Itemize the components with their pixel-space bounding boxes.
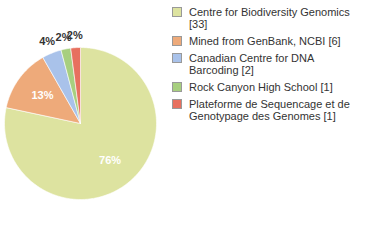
svg-text:76%: 76% bbox=[99, 154, 121, 166]
html-text:Rock Canyon High School [1]: Rock Canyon High School [1] bbox=[189, 81, 333, 93]
svg-text:13%: 13% bbox=[31, 89, 53, 101]
svg-text:2%: 2% bbox=[67, 29, 83, 41]
svg-text:2%: 2% bbox=[55, 30, 72, 43]
html-text:Mined from GenBank, NCBI [6]: Mined from GenBank, NCBI [6] bbox=[189, 35, 341, 47]
svg-text:4%: 4% bbox=[39, 35, 55, 47]
html-text:Canadian Centre for DNA Barcod: Canadian Centre for DNA Barcoding [2] bbox=[189, 52, 314, 76]
html-text:Centre for Biodiversity Genomi: Centre for Biodiversity Genomics [33] bbox=[189, 6, 350, 30]
html-text:Plateforme de Sequencage et de: Plateforme de Sequencage et de Genotypag… bbox=[189, 98, 350, 122]
